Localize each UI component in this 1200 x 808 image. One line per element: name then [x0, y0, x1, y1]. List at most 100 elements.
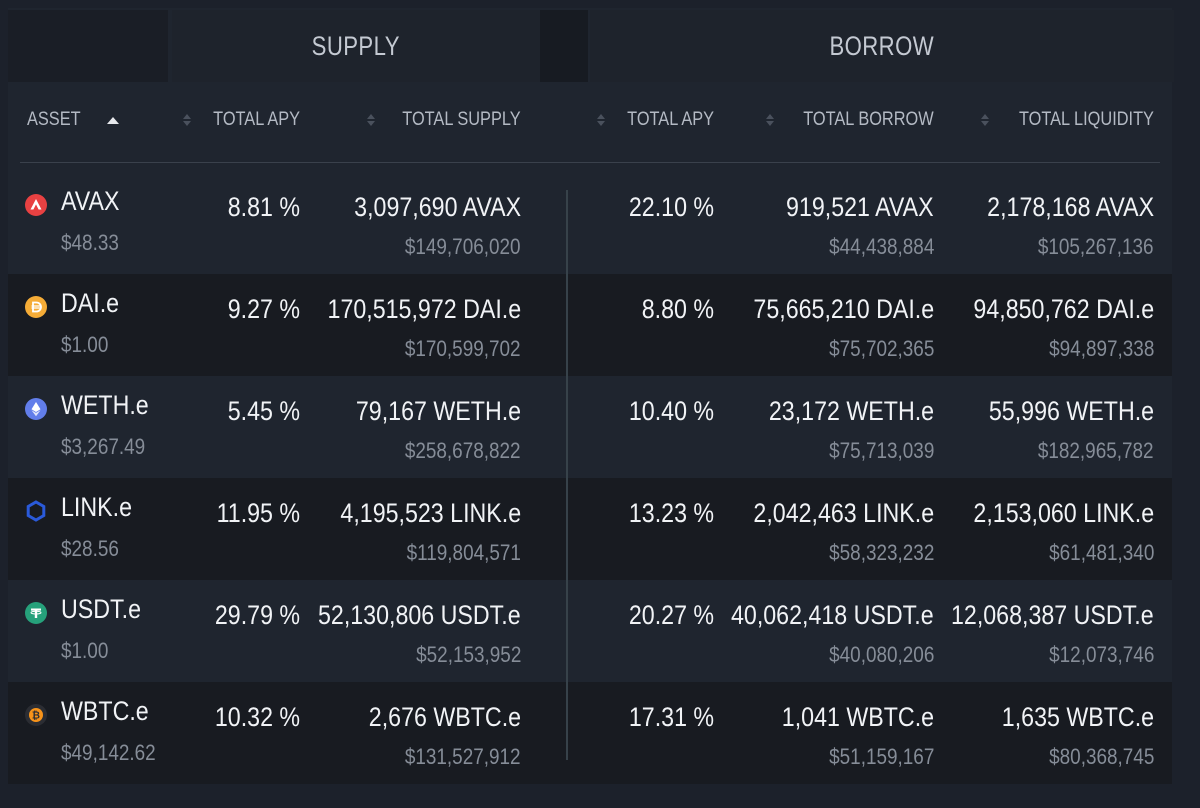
- total-liquidity-amount: 2,178,168 AVAX: [987, 192, 1154, 222]
- total-borrow-usd-cell: $51,159,167: [812, 744, 934, 770]
- total-borrow-cell: 1,041 WBTC.e: [757, 702, 934, 733]
- borrow-apy-value: 8.80 %: [641, 294, 714, 324]
- asset-name: DAI.e: [61, 288, 120, 318]
- asset-price: $49,142.62: [61, 740, 156, 765]
- total-borrow-amount: 2,042,463 LINK.e: [753, 498, 934, 528]
- table-row[interactable]: USDT.e $1.00 29.79 % 52,130,806 USDT.e $…: [8, 580, 1172, 682]
- column-header-borrow-apy[interactable]: TOTAL APY: [596, 104, 714, 136]
- column-header-supply-apy[interactable]: TOTAL APY: [182, 104, 300, 136]
- total-supply-cell: 52,130,806 USDT.e: [285, 600, 521, 631]
- total-supply-usd: $131,527,912: [405, 744, 521, 769]
- header-divider: [20, 162, 1160, 163]
- total-supply-amount: 3,097,690 AVAX: [354, 192, 521, 222]
- sort-icon: [182, 114, 191, 126]
- total-borrow-cell: 23,172 WETH.e: [742, 396, 934, 427]
- tether-icon: [25, 602, 47, 624]
- total-liquidity-amount: 55,996 WETH.e: [988, 396, 1154, 426]
- table-row[interactable]: WETH.e $3,267.49 5.45 % 79,167 WETH.e $2…: [8, 376, 1172, 478]
- total-liquidity-cell: 2,178,168 AVAX: [960, 192, 1154, 223]
- supply-group-header: SUPPLY: [172, 10, 540, 82]
- column-header-total-borrow[interactable]: TOTAL BORROW: [766, 104, 934, 136]
- total-borrow-cell: 75,665,210 DAI.e: [724, 294, 934, 325]
- total-liquidity-amount: 94,850,762 DAI.e: [973, 294, 1154, 324]
- supply-apy-value: 9.27 %: [227, 294, 300, 324]
- total-supply-usd-cell: $52,153,952: [399, 642, 521, 668]
- total-supply-usd: $170,599,702: [405, 336, 521, 361]
- supply-apy-cell: 9.27 %: [216, 294, 300, 325]
- total-borrow-usd: $44,438,884: [828, 234, 934, 259]
- asset-name: LINK.e: [61, 492, 132, 522]
- borrow-apy-value: 10.40 %: [628, 396, 714, 426]
- svg-text:₿: ₿: [32, 710, 40, 722]
- total-liquidity-usd-cell: $105,267,136: [1019, 234, 1154, 260]
- total-borrow-amount: 75,665,210 DAI.e: [753, 294, 934, 324]
- supply-group-title: SUPPLY: [311, 30, 401, 61]
- total-borrow-amount: 23,172 WETH.e: [768, 396, 934, 426]
- total-supply-cell: 2,676 WBTC.e: [344, 702, 521, 733]
- total-borrow-usd: $51,159,167: [828, 744, 934, 769]
- total-liquidity-usd: $105,267,136: [1038, 234, 1154, 259]
- asset-price: $28.56: [61, 536, 119, 561]
- column-header-asset[interactable]: ASSET: [27, 104, 120, 136]
- supply-apy-value: 5.45 %: [227, 396, 300, 426]
- supply-apy-cell: 29.79 %: [201, 600, 300, 631]
- sort-ascending-icon: [107, 116, 120, 124]
- table-row[interactable]: ₿ WBTC.e $49,142.62 10.32 % 2,676 WBTC.e…: [8, 682, 1172, 784]
- column-header-supply-apy-label: TOTAL APY: [213, 109, 300, 130]
- total-supply-usd-cell: $149,706,020: [386, 234, 521, 260]
- total-borrow-amount: 40,062,418 USDT.e: [731, 600, 934, 630]
- total-liquidity-amount: 12,068,387 USDT.e: [951, 600, 1154, 630]
- total-supply-cell: 170,515,972 DAI.e: [296, 294, 521, 325]
- total-supply-cell: 79,167 WETH.e: [329, 396, 521, 427]
- total-supply-amount: 79,167 WETH.e: [355, 396, 521, 426]
- supply-apy-value: 10.32 %: [214, 702, 300, 732]
- borrow-group-title: BORROW: [829, 30, 935, 61]
- total-liquidity-cell: 12,068,387 USDT.e: [918, 600, 1154, 631]
- borrow-apy-cell: 17.31 %: [615, 702, 714, 733]
- table-row[interactable]: DAI.e $1.00 9.27 % 170,515,972 DAI.e $17…: [8, 274, 1172, 376]
- sort-icon: [981, 114, 990, 126]
- table-row[interactable]: AVAX $48.33 8.81 % 3,097,690 AVAX $149,7…: [8, 172, 1172, 274]
- total-borrow-usd-cell: $40,080,206: [812, 642, 934, 668]
- total-supply-amount: 170,515,972 DAI.e: [327, 294, 521, 324]
- column-header-total-supply-label: TOTAL SUPPLY: [402, 109, 521, 130]
- borrow-group-header: BORROW: [590, 10, 1174, 82]
- total-supply-usd: $258,678,822: [405, 438, 521, 463]
- sort-icon: [596, 114, 605, 126]
- avax-icon: [25, 194, 47, 216]
- column-header-total-liquidity[interactable]: TOTAL LIQUIDITY: [981, 104, 1154, 136]
- header-gap: [540, 10, 588, 82]
- total-borrow-cell: 40,062,418 USDT.e: [698, 600, 934, 631]
- asset-price: $3,267.49: [61, 434, 146, 459]
- borrow-apy-value: 17.31 %: [628, 702, 714, 732]
- total-liquidity-usd: $94,897,338: [1048, 336, 1154, 361]
- column-header-total-liquidity-label: TOTAL LIQUIDITY: [1019, 109, 1154, 130]
- asset-name: USDT.e: [61, 594, 142, 624]
- total-borrow-usd-cell: $75,702,365: [812, 336, 934, 362]
- table-row[interactable]: LINK.e $28.56 11.95 % 4,195,523 LINK.e $…: [8, 478, 1172, 580]
- bitcoin-icon: ₿: [25, 704, 47, 726]
- borrow-apy-cell: 8.80 %: [630, 294, 714, 325]
- eth-icon: [25, 398, 47, 420]
- total-liquidity-usd-cell: $80,368,745: [1032, 744, 1154, 770]
- total-liquidity-cell: 2,153,060 LINK.e: [944, 498, 1154, 529]
- asset-price: $1.00: [61, 332, 109, 357]
- total-supply-usd: $149,706,020: [405, 234, 521, 259]
- supply-apy-cell: 11.95 %: [203, 498, 300, 529]
- total-supply-usd: $52,153,952: [415, 642, 521, 667]
- borrow-apy-value: 20.27 %: [628, 600, 714, 630]
- supply-apy-value: 11.95 %: [216, 498, 300, 528]
- total-liquidity-amount: 2,153,060 LINK.e: [973, 498, 1154, 528]
- total-supply-usd-cell: $170,599,702: [386, 336, 521, 362]
- total-borrow-usd-cell: $44,438,884: [812, 234, 934, 260]
- column-header-borrow-apy-label: TOTAL APY: [627, 109, 714, 130]
- total-liquidity-usd-cell: $94,897,338: [1032, 336, 1154, 362]
- supply-apy-cell: 5.45 %: [216, 396, 300, 427]
- column-header-total-supply[interactable]: TOTAL SUPPLY: [367, 104, 521, 136]
- dai-icon: [25, 296, 47, 318]
- borrow-apy-cell: 10.40 %: [615, 396, 714, 427]
- total-borrow-usd: $75,713,039: [828, 438, 934, 463]
- total-borrow-amount: 1,041 WBTC.e: [781, 702, 934, 732]
- total-supply-usd-cell: $119,804,571: [388, 540, 521, 566]
- total-borrow-usd: $58,323,232: [828, 540, 934, 565]
